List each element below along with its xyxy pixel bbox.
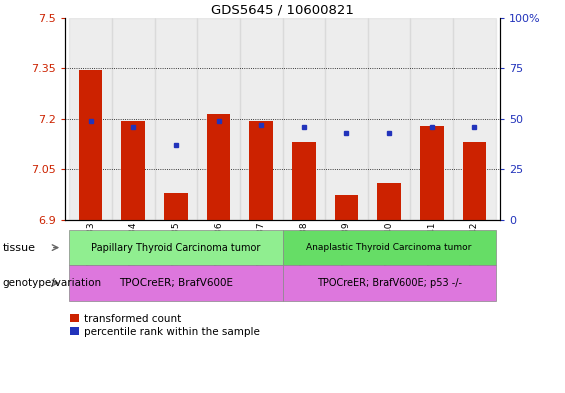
Bar (282, 265, 496, 301)
Bar (197, 18, 240, 220)
Bar (334, 195, 358, 220)
Bar (164, 193, 188, 220)
Bar (249, 121, 273, 220)
Text: genotype/variation: genotype/variation (3, 278, 102, 288)
Bar (292, 143, 316, 220)
Bar (69, 18, 112, 220)
Bar (69, 265, 282, 301)
Bar (463, 143, 486, 220)
Bar (282, 18, 325, 220)
Bar (155, 18, 197, 220)
Legend: transformed count, percentile rank within the sample: transformed count, percentile rank withi… (70, 314, 259, 337)
Bar (325, 18, 368, 220)
Bar (79, 70, 102, 220)
Bar (207, 114, 231, 220)
Text: Anaplastic Thyroid Carcinoma tumor: Anaplastic Thyroid Carcinoma tumor (306, 243, 472, 252)
Text: tissue: tissue (3, 242, 36, 253)
Bar (420, 126, 444, 220)
Bar (368, 18, 410, 220)
Bar (69, 230, 282, 265)
Bar (453, 18, 496, 220)
Bar (240, 18, 282, 220)
Bar (112, 18, 155, 220)
Text: TPOCreER; BrafV600E; p53 -/-: TPOCreER; BrafV600E; p53 -/- (316, 278, 462, 288)
Text: TPOCreER; BrafV600E: TPOCreER; BrafV600E (119, 278, 233, 288)
Title: GDS5645 / 10600821: GDS5645 / 10600821 (211, 4, 354, 17)
Bar (282, 230, 496, 265)
Text: Papillary Thyroid Carcinoma tumor: Papillary Thyroid Carcinoma tumor (91, 242, 260, 253)
Bar (410, 18, 453, 220)
Bar (377, 183, 401, 220)
Bar (121, 121, 145, 220)
